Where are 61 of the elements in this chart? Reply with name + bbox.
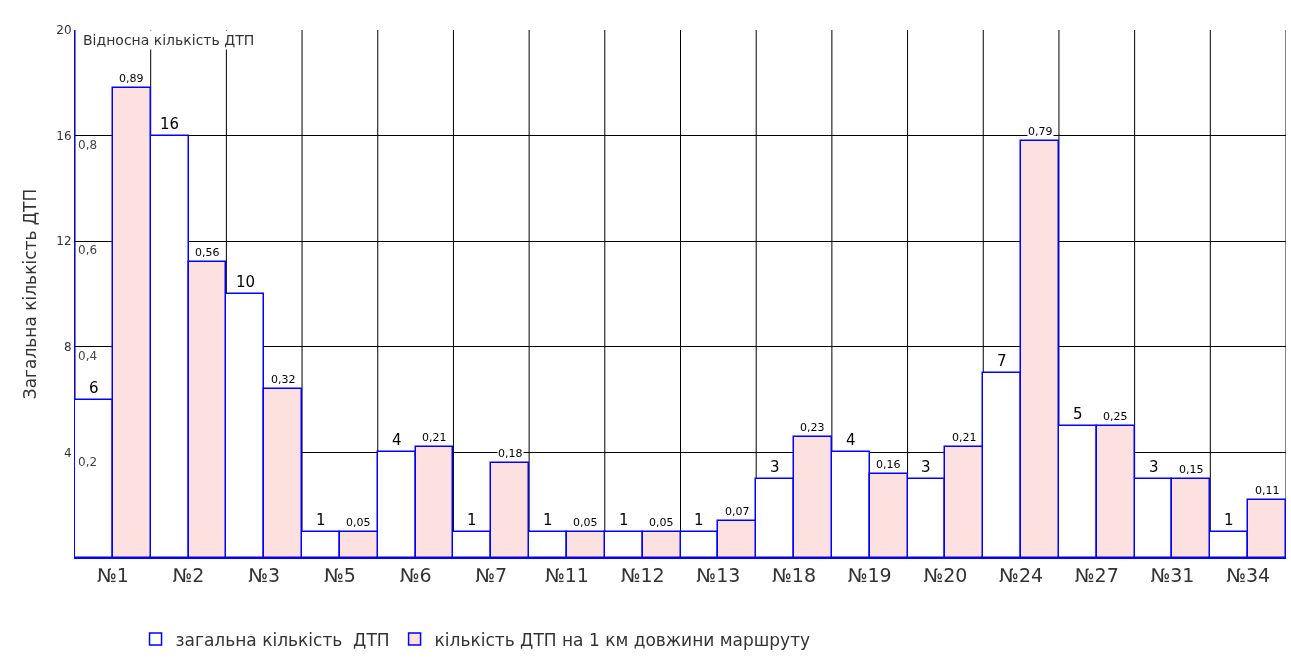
data-label: 3 [770,458,780,476]
y-tick-label: 12 [56,234,72,249]
y-tick-label: 8 [63,340,72,354]
data-label: 10 [236,273,256,291]
x-tick-label: №19 [847,563,892,586]
data-label: 0,56 [195,246,220,259]
data-label: 0,05 [346,516,371,529]
x-tick-label: №3 [248,563,281,586]
data-label: 0,21 [952,431,977,444]
data-label: 0,25 [1103,410,1128,423]
x-tick-label: №27 [1074,563,1119,586]
y2-tick-label: 0,4 [78,349,98,363]
data-label: 6 [89,379,99,397]
data-label: 0,16 [876,458,901,471]
x-tick-label: №11 [545,563,589,586]
data-label: 0,05 [649,516,674,529]
y2-axis-title: Відносна кількість ДТП [83,32,255,48]
data-label: 1 [619,511,629,529]
x-tick-label: №1 [96,563,129,586]
legend-label: кількість ДТП на 1 км довжини маршруту [434,629,811,650]
x-tick-label: №6 [399,563,432,586]
data-label: 4 [846,431,856,449]
y-tick-label: 16 [56,128,72,143]
data-label: 3 [921,458,931,476]
data-label: 0,21 [422,431,447,444]
data-label: 0,07 [725,505,750,518]
data-label: 0,32 [271,373,296,386]
x-tick-label: №12 [620,563,665,586]
legend-label: загальна кількість ДТП [175,629,390,650]
data-label: 0,11 [1255,484,1280,497]
data-label: 7 [997,352,1007,370]
x-tick-label: №13 [696,563,741,586]
data-label: 1 [467,511,477,529]
data-label: 1 [694,511,704,529]
x-tick-label: №7 [475,563,508,586]
data-label: 0,18 [498,447,523,460]
data-label: 0,05 [573,516,598,529]
x-tick-label: №18 [772,563,816,586]
y-tick-label: 20 [56,23,72,38]
x-tick-label: №34 [1226,563,1271,586]
y2-tick-label: 0,6 [78,243,98,258]
x-tick-label: №5 [323,563,356,586]
data-label: 1 [316,511,326,529]
x-tick-label: №24 [999,563,1044,586]
y-tick-label: 4 [63,445,72,460]
data-label: 0,89 [119,72,144,85]
data-label: 0,79 [1028,125,1053,138]
data-label: 1 [1224,511,1234,529]
x-tick-label: №20 [923,563,968,586]
y2-tick-label: 0,2 [78,454,98,469]
y-axis-title: Загальна кількість ДТП [19,188,40,400]
data-label: 16 [160,115,180,133]
data-label: 0,15 [1179,463,1204,476]
y2-tick-label: 0,8 [78,137,98,152]
x-tick-label: №2 [172,563,205,586]
data-label: 5 [1073,405,1083,423]
x-tick-label: №31 [1150,563,1195,586]
data-label: 0,23 [800,421,825,434]
data-label: 4 [392,431,402,449]
data-label: 1 [543,511,553,529]
data-label: 3 [1149,458,1159,476]
